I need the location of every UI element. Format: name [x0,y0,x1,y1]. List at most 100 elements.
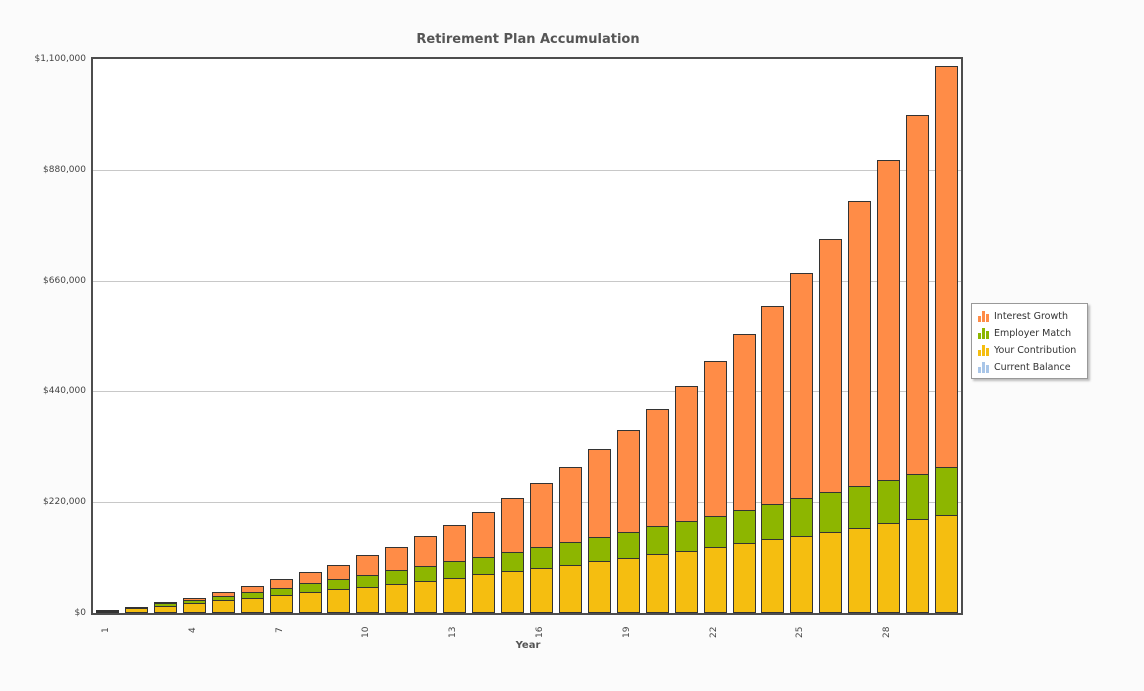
bar-segment-interest-growth[interactable] [472,511,496,559]
bar-segment-your-contribution[interactable] [732,543,756,613]
bar-segment-your-contribution[interactable] [327,589,351,613]
bar-segment-employer-match[interactable] [790,498,814,538]
bar-segment-your-contribution[interactable] [501,571,525,613]
legend-item-your-contribution[interactable]: Your Contribution [978,342,1087,359]
bar-year-4[interactable] [182,598,206,613]
bar-segment-interest-growth[interactable] [819,238,843,494]
bar-year-13[interactable] [443,524,467,613]
bar-segment-your-contribution[interactable] [616,557,640,613]
bar-segment-interest-growth[interactable] [848,200,872,488]
bar-segment-your-contribution[interactable] [819,531,843,613]
bar-segment-interest-growth[interactable] [443,524,467,563]
legend-item-interest-growth[interactable]: Interest Growth [978,308,1087,325]
bar-segment-interest-growth[interactable] [616,430,640,534]
bar-segment-employer-match[interactable] [906,473,930,521]
bar-segment-interest-growth[interactable] [385,546,409,572]
bar-segment-employer-match[interactable] [530,546,553,570]
bar-segment-interest-growth[interactable] [587,448,611,539]
bar-year-26[interactable] [819,238,843,613]
bar-segment-your-contribution[interactable] [472,574,496,613]
bar-segment-employer-match[interactable] [501,551,525,573]
bar-segment-your-contribution[interactable] [790,535,814,613]
legend-item-current-balance[interactable]: Current Balance [978,359,1087,376]
bar-segment-interest-growth[interactable] [790,272,814,500]
bar-year-28[interactable] [877,160,901,613]
bar-segment-employer-match[interactable] [819,492,843,534]
bar-year-15[interactable] [501,497,525,613]
bar-segment-employer-match[interactable] [732,509,756,545]
bar-segment-interest-growth[interactable] [530,482,553,549]
bar-segment-employer-match[interactable] [472,556,496,576]
bar-segment-employer-match[interactable] [587,536,611,563]
bar-segment-interest-growth[interactable] [732,334,756,512]
bar-segment-interest-growth[interactable] [761,305,785,506]
bar-segment-your-contribution[interactable] [443,577,467,613]
bar-segment-interest-growth[interactable] [414,535,438,568]
bar-year-23[interactable] [732,334,756,613]
bar-segment-interest-growth[interactable] [645,409,669,528]
bar-year-16[interactable] [530,482,553,613]
bar-segment-employer-match[interactable] [645,526,669,556]
bar-segment-your-contribution[interactable] [240,597,264,613]
bar-segment-your-contribution[interactable] [298,592,322,613]
bar-segment-interest-growth[interactable] [501,497,525,554]
bar-year-18[interactable] [587,448,611,613]
legend-item-employer-match[interactable]: Employer Match [978,325,1087,342]
bar-segment-your-contribution[interactable] [848,527,872,613]
bar-segment-employer-match[interactable] [616,531,640,560]
bar-year-29[interactable] [906,114,930,613]
bar-year-5[interactable] [211,592,235,613]
bar-segment-interest-growth[interactable] [935,66,959,469]
bar-segment-interest-growth[interactable] [558,466,582,544]
bar-year-30[interactable] [935,66,959,613]
bar-segment-employer-match[interactable] [848,486,872,530]
bar-segment-your-contribution[interactable] [558,564,582,613]
bar-segment-interest-growth[interactable] [877,160,901,482]
bar-segment-your-contribution[interactable] [674,550,698,613]
bar-segment-your-contribution[interactable] [211,600,235,613]
bar-year-17[interactable] [558,466,582,613]
bar-year-21[interactable] [674,386,698,613]
bar-segment-employer-match[interactable] [674,520,698,553]
bar-segment-your-contribution[interactable] [96,610,119,613]
bar-year-8[interactable] [298,572,322,613]
bar-year-19[interactable] [616,430,640,613]
bar-segment-employer-match[interactable] [443,561,467,579]
bar-segment-interest-growth[interactable] [906,114,930,476]
bar-segment-your-contribution[interactable] [530,567,553,613]
bar-year-11[interactable] [385,546,409,613]
bar-segment-interest-growth[interactable] [356,555,380,577]
bar-segment-employer-match[interactable] [877,480,901,525]
bar-segment-your-contribution[interactable] [414,580,438,613]
bar-segment-interest-growth[interactable] [703,361,727,518]
bar-segment-employer-match[interactable] [558,541,582,567]
bar-segment-your-contribution[interactable] [935,514,959,613]
bar-segment-your-contribution[interactable] [645,554,669,613]
bar-year-10[interactable] [356,555,380,613]
bar-year-14[interactable] [472,511,496,613]
bar-segment-your-contribution[interactable] [906,519,930,613]
bar-segment-employer-match[interactable] [935,467,959,517]
bar-year-9[interactable] [327,564,351,613]
bar-year-22[interactable] [703,361,727,613]
bar-year-1[interactable] [96,609,119,613]
bar-year-12[interactable] [414,535,438,613]
bar-year-20[interactable] [645,409,669,613]
bar-segment-employer-match[interactable] [703,515,727,549]
bar-segment-your-contribution[interactable] [385,583,409,613]
bar-year-3[interactable] [153,602,177,613]
bar-segment-your-contribution[interactable] [182,603,206,613]
bar-segment-your-contribution[interactable] [153,605,177,613]
bar-segment-your-contribution[interactable] [703,547,727,613]
bar-year-24[interactable] [761,305,785,613]
bar-segment-your-contribution[interactable] [877,523,901,613]
bar-segment-your-contribution[interactable] [124,608,148,613]
bar-segment-your-contribution[interactable] [761,539,785,613]
bar-year-25[interactable] [790,272,814,613]
bar-year-2[interactable] [124,606,148,613]
bar-segment-employer-match[interactable] [761,504,785,541]
bar-segment-your-contribution[interactable] [269,595,293,613]
bar-year-6[interactable] [240,586,264,613]
bar-year-27[interactable] [848,200,872,613]
bar-segment-your-contribution[interactable] [356,586,380,613]
